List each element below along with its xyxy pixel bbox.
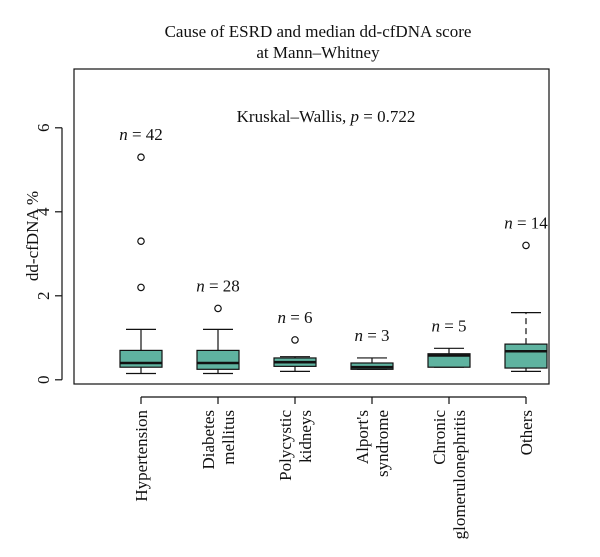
iqr-box (196, 349, 240, 370)
y-tick-label: 0 (34, 376, 53, 385)
category-label: syndrome (373, 410, 392, 477)
category-label: Diabetes (199, 410, 218, 469)
chart-title-line-2: at Mann–Whitney (256, 43, 380, 62)
y-axis-label: dd-cfDNA % (23, 191, 42, 281)
category-label: glomerulonephritis (450, 410, 469, 539)
outlier-point (137, 237, 145, 246)
outlier-point (137, 283, 145, 292)
n-count-label: n = 3 (354, 326, 389, 345)
y-tick-label: 2 (34, 292, 53, 301)
n-count-label: n = 5 (431, 316, 466, 335)
n-count-label: n = 14 (504, 213, 548, 232)
iqr-box (427, 353, 471, 368)
outlier-point (214, 304, 222, 313)
category-label: Hypertension (132, 410, 151, 502)
category-label: Polycystic (276, 410, 295, 481)
plot-frame (73, 68, 550, 385)
iqr-box (119, 349, 163, 368)
x-axis: Hypertension Diabetes mellitus Polycystic ki… (132, 396, 536, 539)
box-groups: n = 42 n = 28 n = 6 n = 3 n = 5 n = 14 (119, 125, 548, 375)
outlier-point (522, 241, 530, 250)
y-tick-label: 6 (34, 124, 53, 133)
chart-title-line-1: Cause of ESRD and median dd-cfDNA score (165, 22, 472, 41)
category-label: kidneys (296, 410, 315, 463)
n-count-label: n = 28 (196, 276, 240, 295)
outlier-point (291, 336, 299, 344)
category-label: Others (517, 410, 536, 455)
outlier-point (137, 153, 145, 162)
category-label: Alport's (353, 410, 372, 464)
y-axis: 0 2 4 6 (34, 124, 63, 385)
kruskal-wallis-annotation: Kruskal–Wallis, p = 0.722 (237, 107, 416, 126)
y-tick-label: 4 (34, 207, 53, 216)
n-count-label: n = 42 (119, 125, 163, 144)
category-label: mellitus (219, 410, 238, 465)
category-label: Chronic (430, 410, 449, 465)
n-count-label: n = 6 (277, 308, 312, 327)
iqr-box (504, 343, 548, 369)
